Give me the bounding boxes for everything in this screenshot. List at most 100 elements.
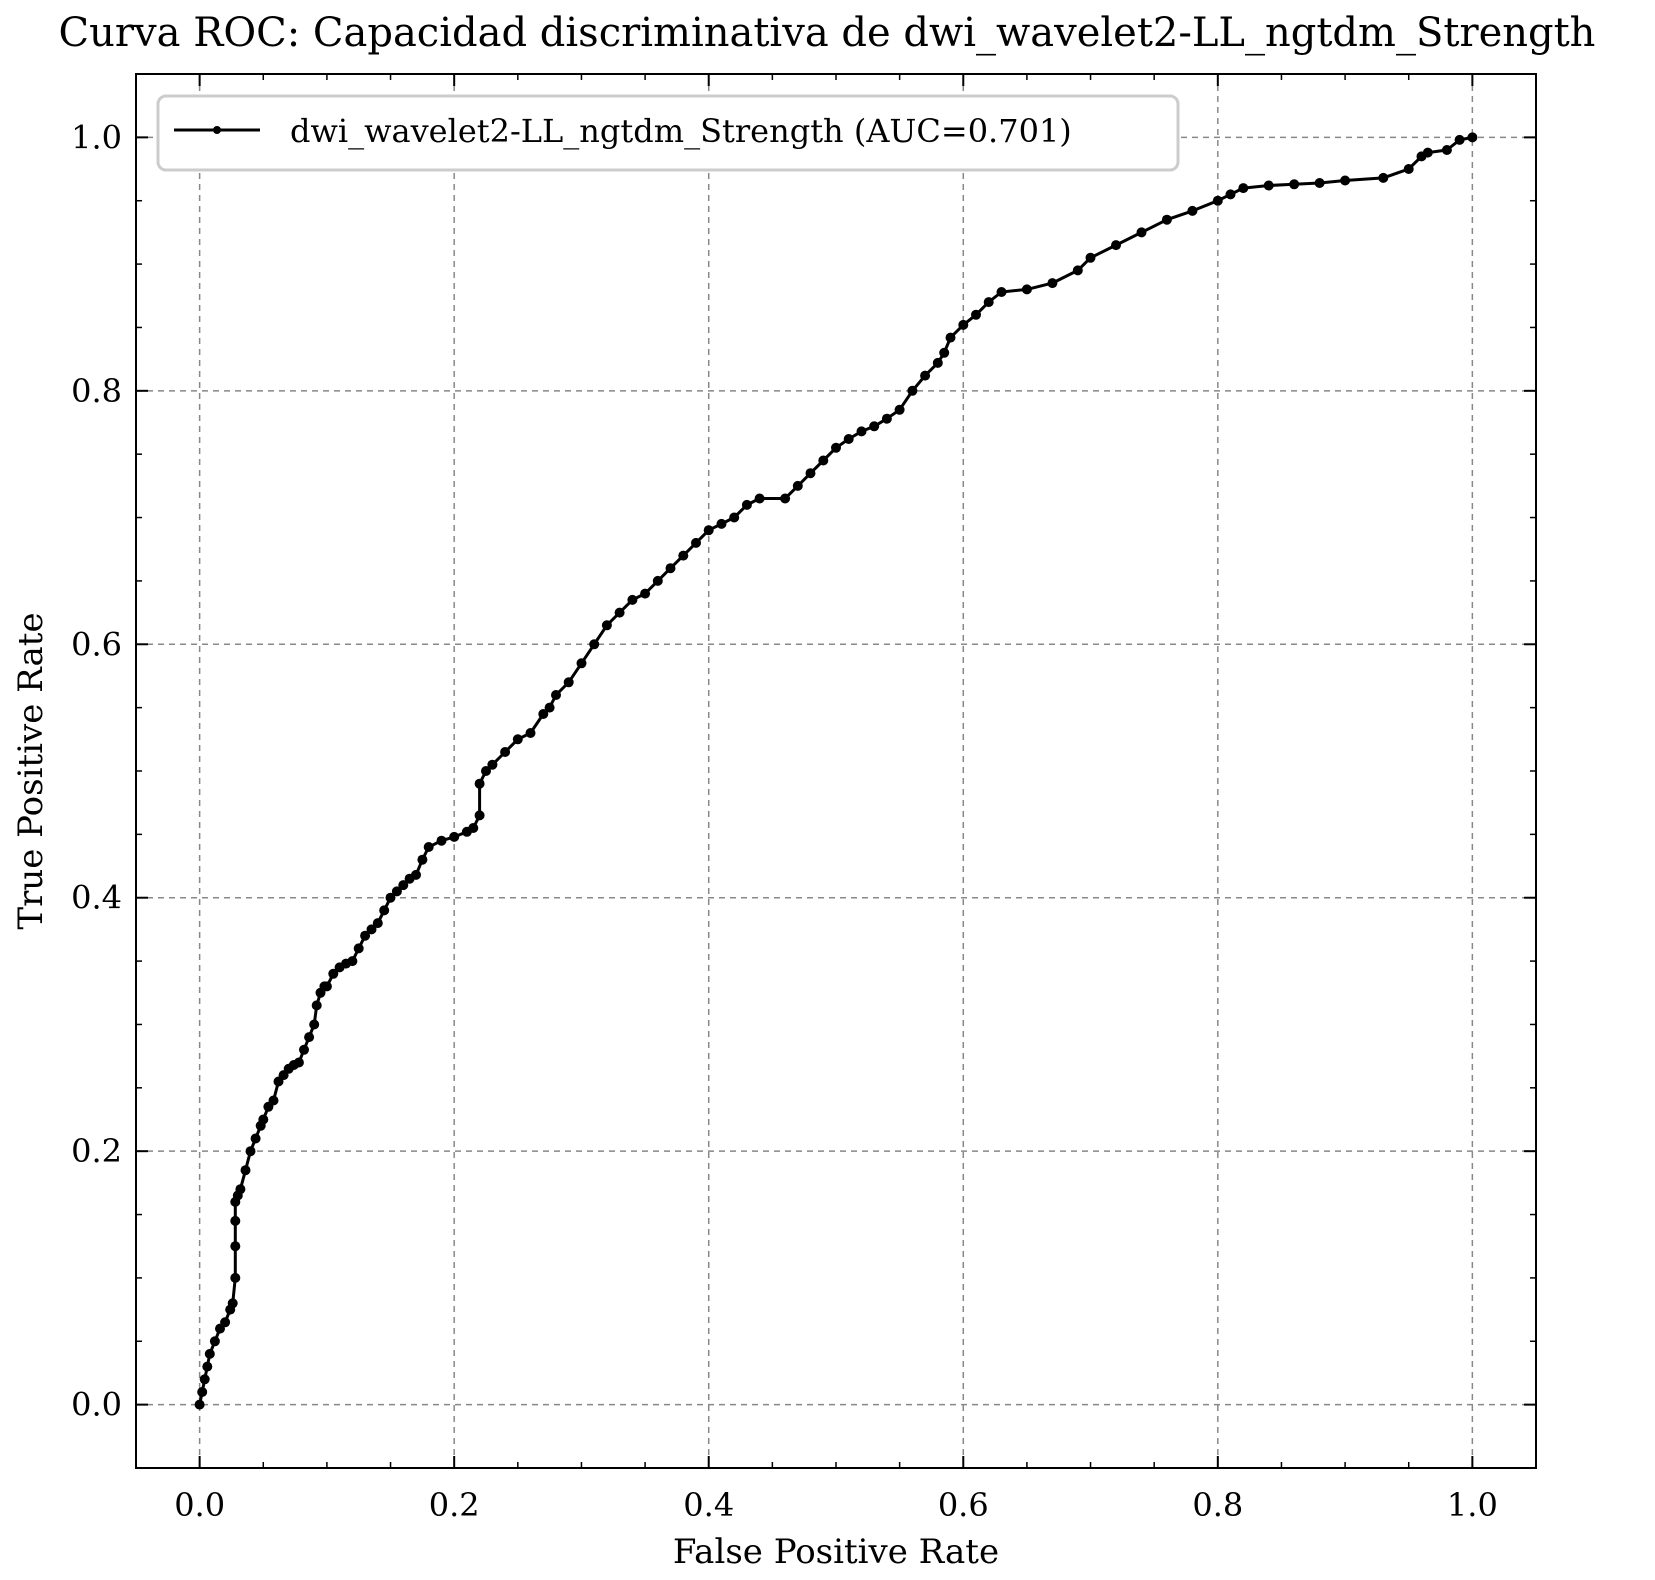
series-layer	[194, 132, 1478, 1410]
roc-point	[474, 810, 485, 821]
roc-point	[551, 690, 561, 700]
grid	[136, 74, 1536, 1468]
roc-point	[792, 480, 803, 491]
roc-point	[293, 1057, 304, 1068]
roc-point	[379, 905, 390, 916]
roc-point	[204, 1348, 215, 1359]
roc-point	[1238, 183, 1249, 194]
roc-point	[1225, 189, 1236, 200]
roc-point	[665, 563, 676, 574]
roc-point	[220, 1317, 231, 1328]
y-tick-label: 0.6	[71, 625, 122, 663]
roc-point	[417, 854, 428, 865]
roc-point	[250, 1133, 261, 1144]
roc-point	[780, 493, 791, 504]
y-tick-label: 0.8	[71, 372, 122, 410]
roc-point	[245, 1146, 256, 1157]
roc-point	[1212, 195, 1223, 206]
roc-point	[1441, 145, 1452, 155]
roc-point	[449, 831, 460, 842]
roc-point	[309, 1019, 320, 1030]
roc-point	[194, 1399, 205, 1410]
roc-point	[1161, 214, 1172, 225]
roc-point	[258, 1114, 269, 1125]
roc-point	[398, 880, 409, 891]
roc-point	[230, 1272, 241, 1283]
roc-point	[227, 1298, 238, 1309]
roc-point	[391, 886, 402, 897]
roc-point	[589, 639, 600, 650]
roc-point	[240, 1165, 251, 1176]
roc-point	[1085, 252, 1096, 263]
roc-point	[1047, 278, 1058, 289]
roc-point	[1314, 178, 1325, 188]
roc-point	[856, 426, 867, 437]
roc-point	[321, 981, 332, 992]
x-axis-label: False Positive Rate	[673, 1532, 999, 1572]
roc-point	[1403, 164, 1414, 174]
legend: dwi_wavelet2-LL_ngtdm_Strength (AUC=0.70…	[156, 94, 1180, 172]
roc-point	[538, 709, 549, 719]
roc-point	[304, 1032, 315, 1043]
chart-title: Curva ROC: Capacidad discriminativa de d…	[59, 10, 1596, 56]
roc-point	[932, 357, 943, 368]
roc-point	[1467, 132, 1478, 143]
x-tick-label: 1.0	[1447, 1486, 1498, 1524]
roc-point	[1454, 134, 1465, 145]
roc-point	[525, 728, 536, 738]
roc-point	[1378, 172, 1389, 183]
roc-point	[678, 550, 689, 561]
legend-box	[156, 94, 1180, 172]
roc-point	[411, 869, 421, 880]
roc-point	[353, 943, 364, 954]
legend-series-name: dwi_wavelet2-LL_ngtdm_Strength (AUC=0.70…	[290, 112, 1072, 150]
roc-point	[202, 1361, 213, 1372]
roc-point	[983, 297, 994, 308]
roc-point	[423, 842, 434, 852]
x-tick-label: 0.8	[1192, 1486, 1243, 1524]
roc-point	[894, 404, 905, 415]
roc-point	[385, 892, 396, 903]
roc-point	[958, 319, 969, 330]
roc-point	[640, 588, 651, 599]
roc-point	[311, 1000, 322, 1011]
y-axis-label: True Positive Rate	[11, 612, 51, 929]
roc-point	[544, 702, 555, 713]
roc-point	[843, 434, 854, 444]
roc-point	[468, 823, 479, 833]
roc-point	[754, 493, 765, 504]
y-tick-label: 0.4	[71, 879, 122, 917]
roc-point	[487, 759, 498, 770]
roc-point	[729, 512, 740, 523]
plot-frame	[135, 73, 1537, 1469]
roc-point	[703, 525, 714, 536]
roc-point	[512, 734, 523, 745]
roc-point	[366, 924, 377, 935]
roc-point	[209, 1336, 220, 1347]
roc-point	[831, 442, 841, 453]
roc-point	[869, 421, 880, 432]
roc-point	[818, 455, 829, 466]
roc-point	[691, 537, 701, 548]
roc-point	[805, 468, 816, 479]
roc-point	[230, 1215, 241, 1226]
roc-point	[907, 385, 918, 396]
roc-point	[347, 956, 358, 967]
roc-point	[971, 309, 981, 320]
roc-point	[996, 287, 1007, 297]
roc-point	[1422, 147, 1433, 158]
y-tick-label: 1.0	[71, 118, 122, 156]
roc-point	[1136, 227, 1147, 238]
roc-point	[1111, 240, 1121, 251]
roc-point	[881, 413, 892, 424]
legend-marker	[213, 126, 221, 134]
roc-point	[500, 747, 511, 757]
roc-point	[652, 575, 663, 586]
roc-point	[230, 1241, 241, 1252]
roc-point	[360, 930, 371, 941]
roc-point	[481, 766, 491, 776]
roc-point	[920, 370, 931, 381]
roc-point	[299, 1044, 309, 1055]
roc-point	[328, 968, 339, 979]
roc-curve-line	[198, 135, 1473, 1405]
